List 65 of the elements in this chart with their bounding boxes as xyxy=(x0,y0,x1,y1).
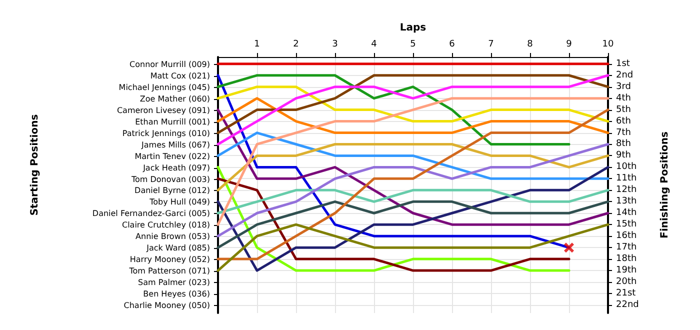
y2-tick-label: 20th xyxy=(616,277,637,288)
y2-tick-label: 3rd xyxy=(616,82,631,92)
y2-tick-label: 4th xyxy=(616,93,631,104)
x-tick-label: 9 xyxy=(566,40,572,50)
y2-tick-label: 15th xyxy=(616,220,637,230)
category-label: Daniel Fernandez-Garci (005) xyxy=(92,209,210,218)
category-label: James Mills (067) xyxy=(142,140,210,150)
category-label: Ben Heyes (036) xyxy=(143,290,210,299)
y2-tick-label: 2nd xyxy=(616,70,634,80)
category-label: Ethan Murrill (001) xyxy=(135,117,210,126)
category-label: Martin Tenev (022) xyxy=(134,152,210,161)
y2-tick-label: 13th xyxy=(616,196,637,207)
line-series xyxy=(216,74,610,134)
y2-tick-label: 6th xyxy=(616,116,631,126)
x-tick-label: 10 xyxy=(602,40,614,50)
y2-tick-label: 18th xyxy=(616,254,637,264)
x-axis-title: Laps xyxy=(400,22,426,34)
category-label: Daniel Byrne (012) xyxy=(134,186,210,196)
y2-tick-label: 21st xyxy=(616,288,636,298)
line-series xyxy=(216,200,610,249)
category-label: Zoe Mather (060) xyxy=(140,94,210,104)
line-series xyxy=(216,86,610,123)
y2-tick-label: 22nd xyxy=(616,300,639,310)
category-label: Annie Brown (053) xyxy=(136,232,210,242)
x-tick-label: 7 xyxy=(488,40,494,50)
x-tick-label: 1 xyxy=(254,40,260,50)
x-tick-label: 5 xyxy=(410,40,416,50)
line-series xyxy=(216,142,610,238)
category-label: Patrick Jennings (010) xyxy=(122,128,210,138)
y2-tick-label: 9th xyxy=(616,150,631,161)
y2-tick-label: 10th xyxy=(616,162,637,172)
y2-tick-label: 7th xyxy=(616,128,631,138)
y2-tick-label: 17th xyxy=(616,242,637,253)
y2-tick-label: 12th xyxy=(616,185,637,196)
category-label: Claire Crutchley (018) xyxy=(122,220,210,230)
y2-tick-label: 14th xyxy=(616,208,637,218)
category-label: Harry Mooney (052) xyxy=(130,255,210,264)
category-label: Connor Murrill (009) xyxy=(130,60,210,69)
x-tick-label: 8 xyxy=(527,40,534,50)
text: Starting Positions xyxy=(30,114,40,216)
x-tick-label: 3 xyxy=(332,40,338,50)
category-label: Michael Jennings (045) xyxy=(118,82,210,92)
category-label: Jack Ward (085) xyxy=(146,244,210,253)
y2-tick-label: 16th xyxy=(616,231,637,242)
line-series xyxy=(216,132,610,180)
y2-tick-label: 11th xyxy=(616,174,637,184)
category-label: Matt Cox (021) xyxy=(150,71,210,80)
line-series xyxy=(216,142,610,192)
category-label: Toby Hull (049) xyxy=(150,198,210,207)
category-label: Charlie Mooney (050) xyxy=(124,301,210,310)
x-tick-label: 4 xyxy=(371,40,378,50)
line-series xyxy=(216,223,610,272)
x-tick-label: 6 xyxy=(449,40,456,50)
y2-axis-title: Finishing Positions xyxy=(660,132,670,238)
category-label: Jack Heath (097) xyxy=(143,163,210,172)
y2-tick-label: 1st xyxy=(616,58,630,69)
x-tick-label: 2 xyxy=(293,40,299,50)
category-label: Tom Donovan (003) xyxy=(131,174,210,184)
y2-tick-label: 5th xyxy=(616,104,631,115)
category-label: Tom Patterson (071) xyxy=(129,266,210,276)
category-label: Sam Palmer (023) xyxy=(138,278,210,288)
y2-tick-label: 19th xyxy=(616,266,637,276)
category-label: Cameron Livesey (091) xyxy=(116,106,210,115)
line-series xyxy=(216,108,610,260)
y2-tick-label: 8th xyxy=(616,139,631,150)
